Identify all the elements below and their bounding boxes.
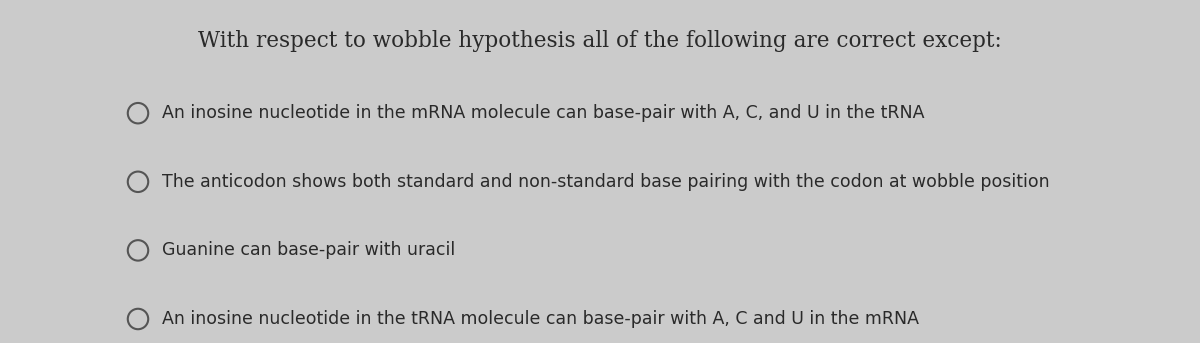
Text: An inosine nucleotide in the tRNA molecule can base-pair with A, C and U in the : An inosine nucleotide in the tRNA molecu… (162, 310, 919, 328)
Point (128, 110, 148, 116)
Point (128, 179, 148, 185)
Text: The anticodon shows both standard and non-standard base pairing with the codon a: The anticodon shows both standard and no… (162, 173, 1050, 191)
Text: Guanine can base-pair with uracil: Guanine can base-pair with uracil (162, 241, 455, 259)
Point (128, 248, 148, 253)
Point (128, 316, 148, 322)
Text: An inosine nucleotide in the mRNA molecule can base-pair with A, C, and U in the: An inosine nucleotide in the mRNA molecu… (162, 104, 924, 122)
Text: With respect to wobble hypothesis all of the following are correct except:: With respect to wobble hypothesis all of… (198, 30, 1002, 52)
